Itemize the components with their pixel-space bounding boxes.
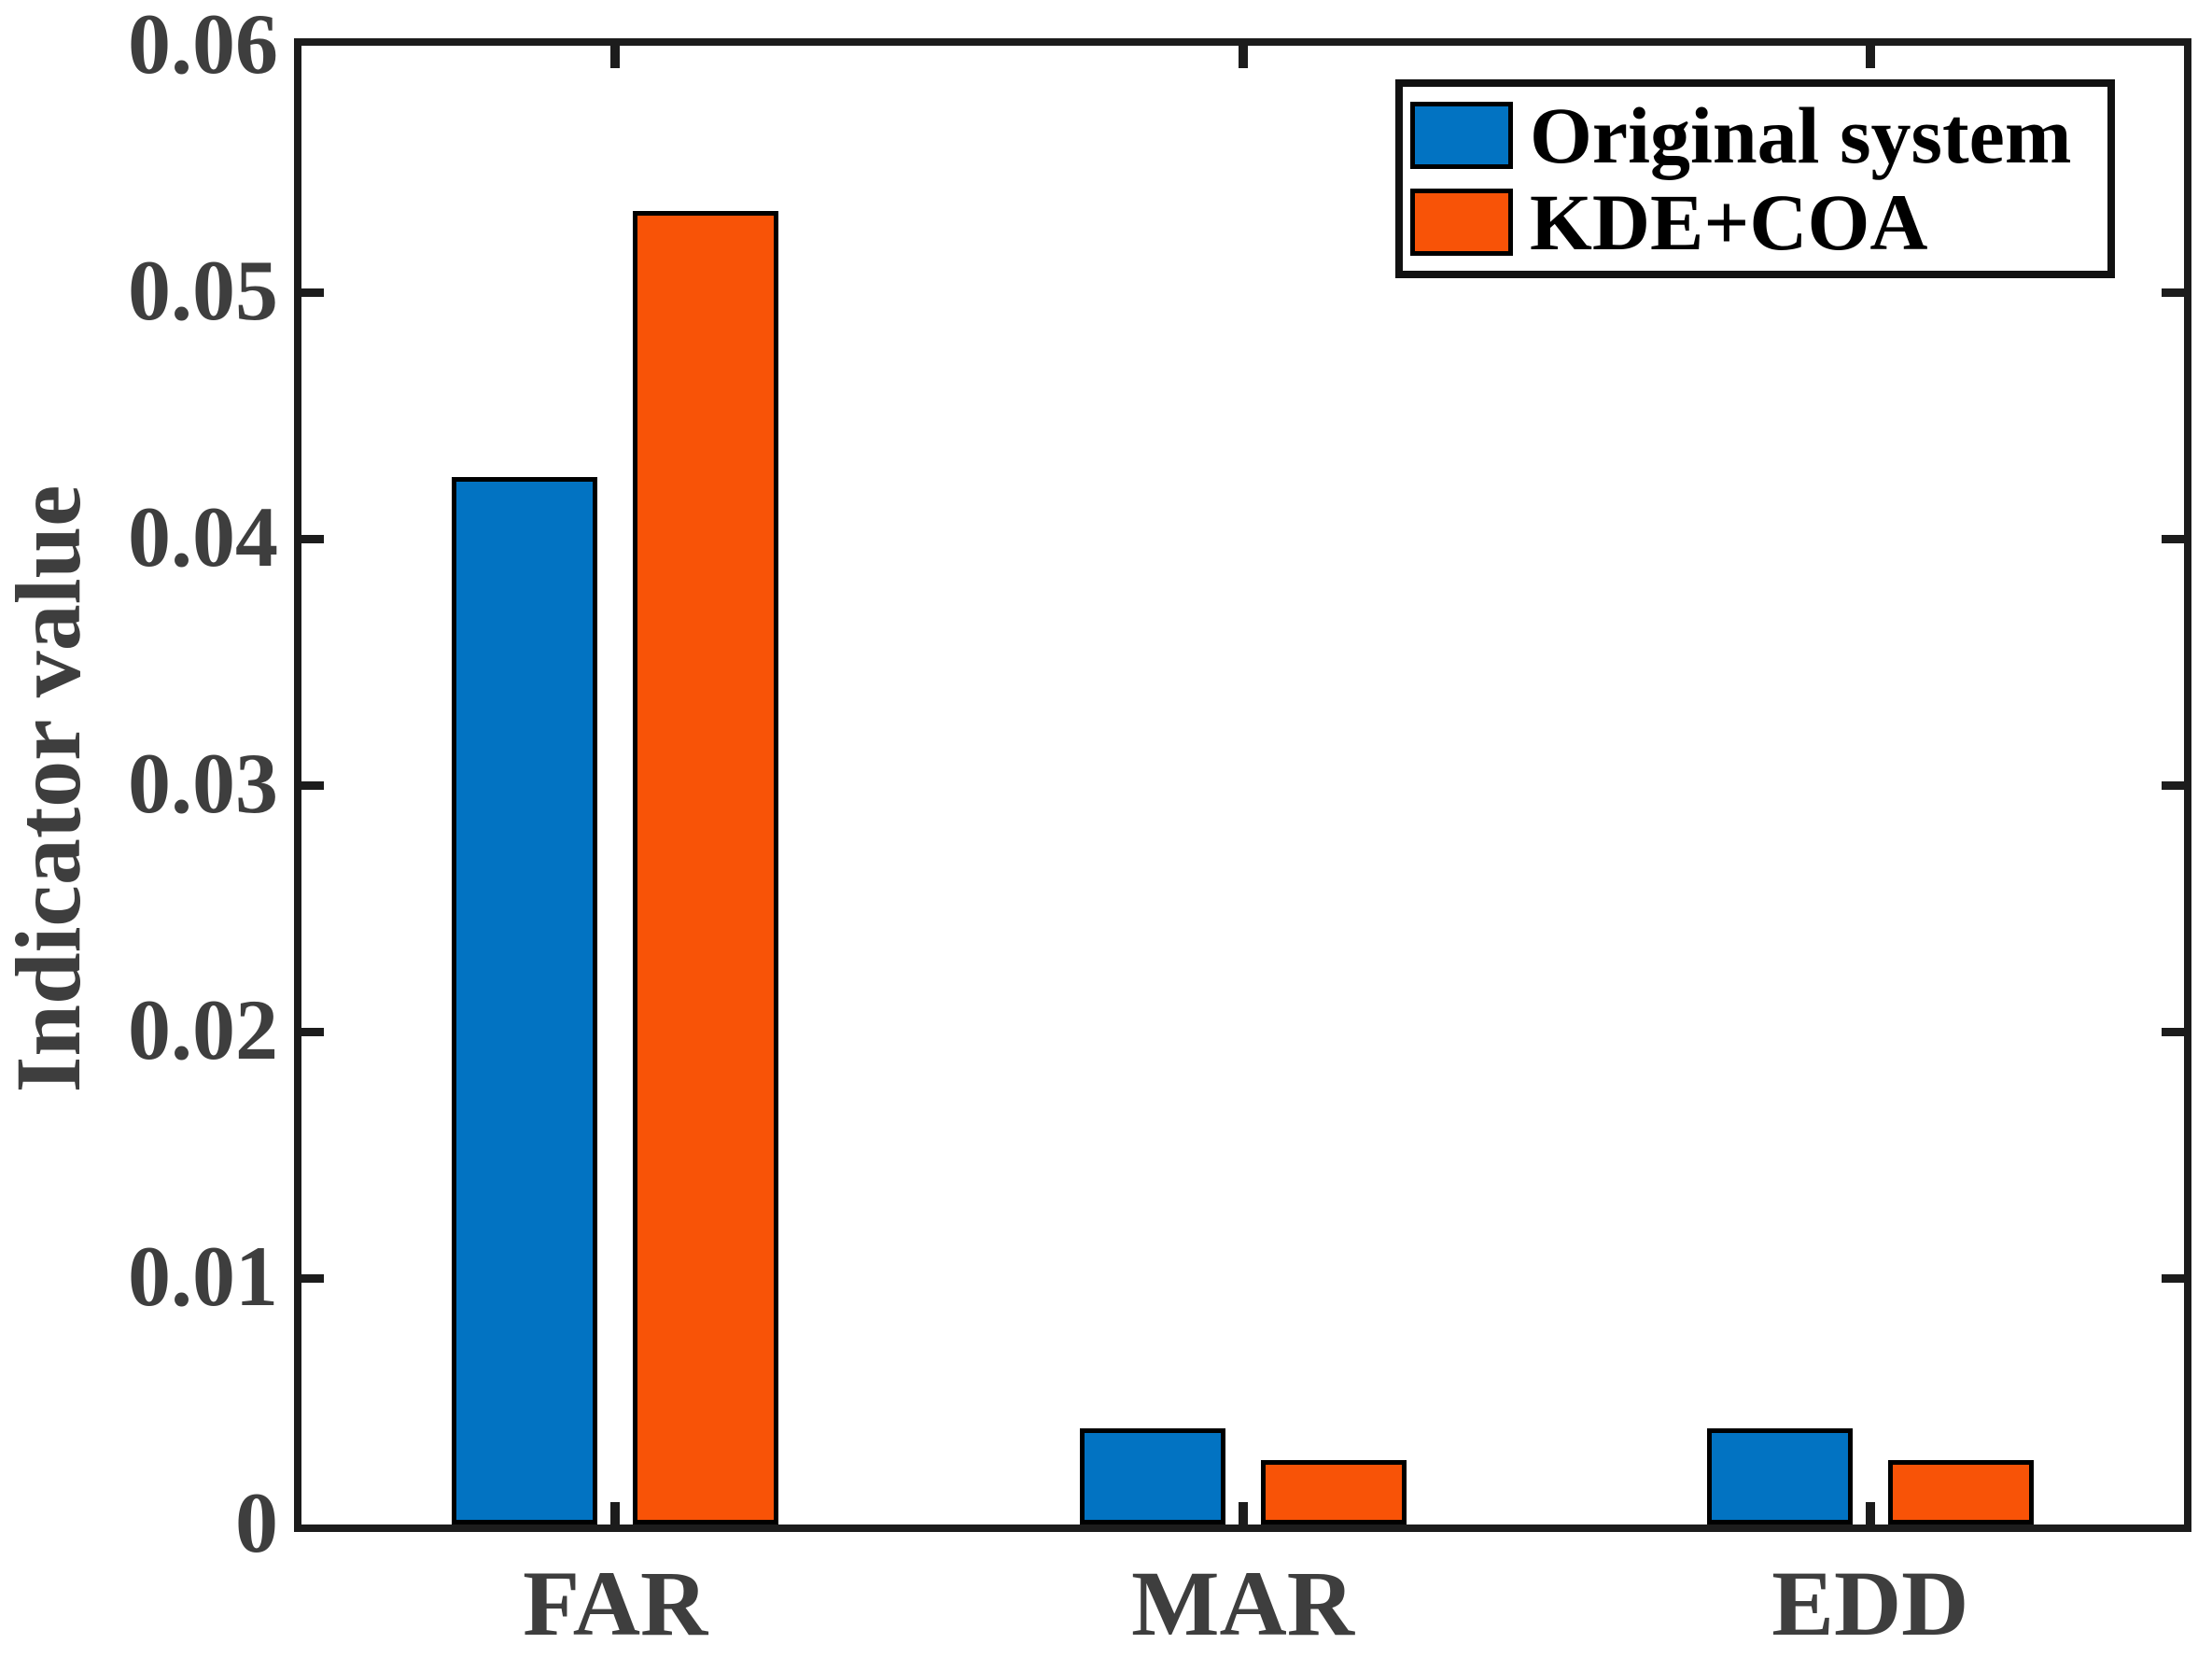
x-category-label: EDD: [1771, 1552, 1969, 1655]
y-tick-label: 0.05: [128, 243, 278, 339]
legend-swatch-kde-coa: [1410, 189, 1513, 256]
y-tick-right: [2162, 1273, 2184, 1283]
y-tick-left: [301, 288, 324, 297]
bar-far-kde-coa: [633, 210, 779, 1525]
legend-swatch-original-system: [1410, 102, 1513, 169]
legend-label-kde-coa: KDE+COA: [1530, 177, 1928, 267]
bar-mar-kde-coa: [1260, 1460, 1407, 1525]
bar-mar-original-system: [1079, 1428, 1225, 1525]
y-tick-right: [2162, 288, 2184, 297]
x-tick-bottom: [610, 1502, 621, 1525]
bar-edd-kde-coa: [1887, 1460, 2034, 1525]
y-tick-left: [301, 1273, 324, 1283]
y-tick-label: 0.02: [128, 982, 278, 1078]
legend-item-original-system: Original system: [1410, 95, 2100, 176]
legend-item-kde-coa: KDE+COA: [1410, 182, 2100, 262]
x-tick-bottom: [1865, 1502, 1875, 1525]
y-tick-label: 0.04: [128, 489, 278, 585]
plot-area: [294, 38, 2191, 1532]
y-tick-label: 0.03: [128, 736, 278, 832]
bar-edd-original-system: [1706, 1428, 1853, 1525]
legend-label-original-system: Original system: [1530, 91, 2072, 180]
y-tick-right: [2162, 780, 2184, 790]
y-tick-label: 0: [235, 1475, 278, 1571]
x-category-label: FAR: [523, 1552, 708, 1655]
x-tick-top: [1238, 46, 1248, 68]
y-tick-right: [2162, 534, 2184, 543]
y-tick-label: 0.01: [128, 1229, 278, 1325]
x-tick-bottom: [1238, 1502, 1248, 1525]
y-tick-right: [2162, 1027, 2184, 1036]
bar-far-original-system: [452, 477, 598, 1525]
y-tick-left: [301, 780, 324, 790]
x-tick-top: [1865, 46, 1875, 68]
y-tick-left: [301, 1027, 324, 1036]
x-tick-top: [610, 46, 621, 68]
x-category-label: MAR: [1131, 1552, 1354, 1655]
y-tick-left: [301, 534, 324, 543]
legend: Original system KDE+COA: [1395, 79, 2115, 278]
y-tick-label: 0.06: [128, 0, 278, 92]
